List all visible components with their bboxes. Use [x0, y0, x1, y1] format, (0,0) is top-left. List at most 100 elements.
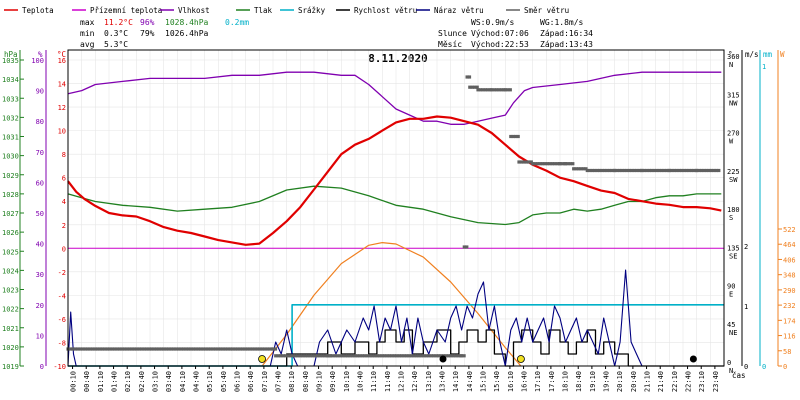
wind-direction-point	[605, 168, 609, 173]
wind-direction-point	[434, 354, 438, 358]
x-tick-label: 18:10	[562, 371, 570, 392]
wind-direction-point	[392, 354, 396, 358]
wind-direction-point	[563, 162, 568, 166]
wind-direction-point	[545, 162, 549, 166]
direction-tick-label: 45	[727, 321, 735, 329]
solar-tick-label: 522	[783, 226, 796, 234]
stats-block: max 11.2°C 96% 1028.4hPa 0.2mm min 0.3°C…	[80, 18, 249, 49]
wind-direction-point	[221, 347, 225, 351]
pressure-tick-label: 1030	[2, 153, 19, 161]
wind-direction-point	[387, 354, 391, 358]
wind-direction-point	[199, 347, 203, 351]
wind-direction-point	[407, 354, 411, 358]
solar-tick-label: 232	[783, 302, 796, 310]
x-tick-label: 16:10	[507, 371, 515, 392]
wind-direction-point	[238, 347, 242, 351]
wind-direction-point	[291, 354, 295, 358]
wind-direction-point	[382, 354, 387, 358]
info-sunset: Západ:16:34	[540, 29, 593, 38]
wind-direction-point	[522, 160, 526, 164]
solar-tick-label: 406	[783, 256, 796, 264]
wind-direction-point	[206, 347, 210, 351]
humidity-tick-label: 90	[36, 88, 44, 96]
plot-frame	[67, 49, 725, 367]
solar-tick-label: 464	[783, 241, 796, 249]
x-tick-label: 04:40	[193, 371, 201, 392]
temperature-tick-label: -2	[58, 269, 66, 277]
pressure-unit-label: hPa	[4, 50, 18, 59]
solar-unit-label: W	[780, 50, 785, 59]
x-tick-label: 04:10	[179, 371, 187, 392]
pressure-tick-label: 1035	[2, 57, 19, 65]
x-tick-label: 12:40	[411, 371, 419, 392]
wind-direction-point	[566, 162, 570, 166]
x-tick-label: 08:10	[288, 371, 296, 392]
legend: Teplota Přízemní teplota Vlhkost Tlak Srážky…	[4, 6, 569, 15]
wind-direction-point	[223, 347, 227, 351]
wind-direction-point	[524, 160, 528, 164]
series-line-teplota	[67, 115, 722, 246]
pressure-tick-label: 1032	[2, 114, 19, 122]
wind-direction-point	[343, 354, 347, 358]
wind-direction-point	[499, 88, 504, 92]
wind-direction-point	[412, 354, 416, 358]
x-tick-label: 08:40	[302, 371, 310, 392]
wind-direction-point	[196, 347, 200, 351]
wind-direction-point	[618, 168, 622, 173]
wind-direction-point	[595, 168, 599, 173]
wind-tick-label: 0	[744, 363, 748, 371]
stats-min-temp: 0.3°C	[104, 29, 128, 38]
wind-direction-point	[640, 168, 644, 173]
wind-direction-point	[273, 347, 278, 351]
wind-direction-point	[68, 347, 73, 351]
wind-direction-point	[123, 347, 127, 351]
wind-direction-point	[437, 354, 441, 358]
wind-direction-point	[670, 168, 674, 173]
temperature-tick-label: -10	[53, 363, 66, 371]
pressure-tick-label: 1029	[2, 172, 19, 180]
wind-direction-point	[509, 134, 513, 139]
wind-direction-point	[233, 347, 237, 351]
wind-direction-point	[490, 88, 494, 92]
wind-direction-point	[365, 354, 369, 358]
wind-direction-point	[517, 160, 521, 164]
pressure-tick-label: 1023	[2, 287, 19, 295]
x-tick-label: 14:10	[452, 371, 460, 392]
legend-item-6: Náraz větru	[416, 6, 484, 15]
wind-direction-point	[336, 354, 340, 358]
wind-direction-point	[647, 168, 651, 173]
legend-label: Srážky	[298, 6, 326, 15]
wind-direction-point	[702, 168, 706, 173]
stats-min-hum: 79%	[140, 29, 155, 38]
humidity-tick-label: 100	[31, 57, 44, 65]
x-tick-label: 09:40	[329, 371, 337, 392]
wind-direction-point	[660, 168, 664, 173]
wind-direction-point	[470, 85, 474, 89]
rain-unit-label: mm	[763, 50, 773, 59]
pressure-tick-label: 1031	[2, 134, 19, 142]
direction-tick-label: 0	[727, 359, 731, 367]
wind-direction-point	[533, 162, 537, 166]
wind-direction-point	[483, 88, 487, 92]
wind-direction-point	[652, 168, 656, 173]
series-line-rychlost-v-tru	[68, 329, 724, 367]
humidity-tick-label: 40	[36, 241, 44, 249]
wind-direction-point	[320, 354, 325, 358]
x-tick-label: 17:10	[534, 371, 542, 392]
wind-direction-point	[481, 88, 485, 92]
solar-tick-label: 290	[783, 287, 796, 295]
wind-direction-point	[675, 168, 679, 173]
wind-direction-point	[685, 168, 689, 173]
wind-direction-point	[135, 347, 139, 351]
wind-direction-point	[603, 168, 607, 173]
direction-tick-dir: N	[729, 61, 733, 69]
chart-title: 8.11.2020	[368, 52, 428, 65]
grid	[67, 50, 725, 367]
wind-direction-point	[531, 162, 535, 166]
temperature-tick-label: 12	[58, 104, 66, 112]
wind-direction-point	[444, 354, 448, 358]
wind-direction-point	[216, 347, 220, 351]
x-tick-label: 05:10	[206, 371, 214, 392]
series-wind-direction	[66, 75, 721, 358]
wind-direction-point	[672, 168, 676, 173]
